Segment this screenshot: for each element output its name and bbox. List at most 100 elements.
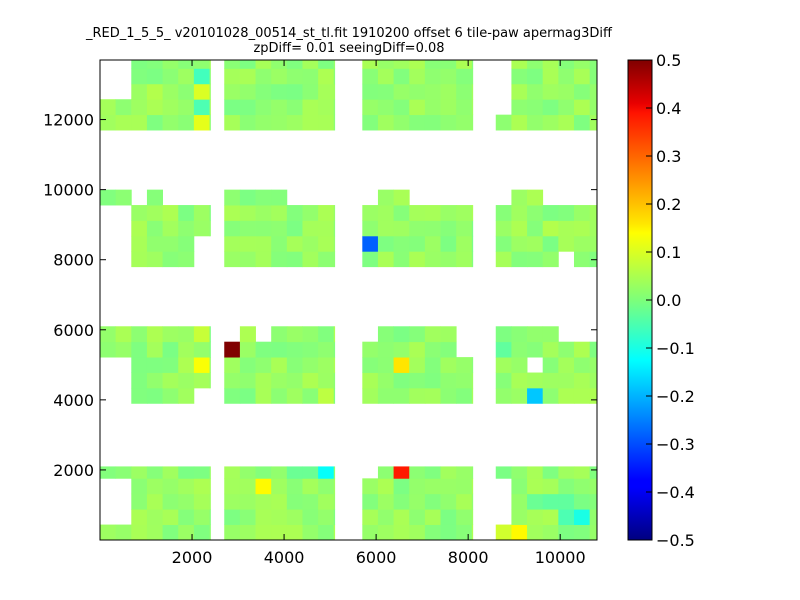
heatmap-cell [393,83,410,100]
heatmap-cell [589,387,598,404]
heatmap-cell [333,114,336,131]
heatmap-cell [224,509,241,525]
heatmap-cell [193,341,210,358]
heatmap-cell [224,478,241,495]
heatmap-cell [209,60,211,69]
heatmap-cell [286,83,303,100]
heatmap-cell [131,524,148,541]
heatmap-cell [286,220,303,237]
colorbar-tick-label: 0.2 [656,195,681,214]
heatmap-cell [302,99,319,116]
heatmap-cell [377,114,394,131]
heatmap-cell [146,372,163,389]
heatmap-cell [393,493,410,510]
colorbar-tick-label: −0.4 [656,483,695,502]
heatmap-cell [409,478,426,495]
heatmap-cell [178,493,195,510]
heatmap-cell [178,466,195,479]
heatmap-cell [471,205,474,221]
heatmap-cell [224,251,241,268]
heatmap-cell [424,387,441,404]
heatmap-cell [162,387,179,404]
heatmap-cell [377,189,394,206]
heatmap-cell [302,83,319,100]
heatmap-cell [271,478,288,495]
heatmap-cell [131,326,148,343]
heatmap-cell [193,493,210,510]
heatmap-cell [224,341,241,358]
heatmap-cell [286,341,303,358]
heatmap-cell [589,357,598,373]
heatmap-cell [393,99,410,116]
heatmap-cell [558,493,575,510]
heatmap-cell [239,493,256,510]
heatmap-cell [362,251,379,268]
heatmap-cell [471,357,474,373]
heatmap-cell [393,372,410,389]
heatmap-cell [178,357,195,373]
heatmap-cell [558,387,575,404]
heatmap-cell [318,387,335,404]
heatmap-cell [318,205,335,221]
heatmap-cell [542,478,559,495]
heatmap-cell [511,357,528,373]
heatmap-cell [527,189,544,206]
heatmap-cell [527,493,544,510]
heatmap-cell [224,83,241,100]
plot-frame [99,59,598,541]
heatmap-cell [239,235,256,252]
heatmap-cell [131,372,148,389]
heatmap-cell [271,235,288,252]
heatmap-cell [456,493,473,510]
x-axis: 2000 4000 6000 8000 10000 [172,60,586,567]
heatmap-cell [224,205,241,221]
heatmap-cell [146,478,163,495]
heatmap-cell [255,189,272,206]
heatmap-cell [495,251,512,268]
heatmap-cell [527,83,544,100]
heatmap-cell [393,251,410,268]
heatmap-cell [409,493,426,510]
heatmap-cell [393,341,410,358]
heatmap-cell [333,509,336,525]
heatmap-cell [255,220,272,237]
heatmap-cell [193,205,210,221]
heatmap-cell [558,509,575,525]
heatmap-cell [542,372,559,389]
heatmap-cell [456,357,473,373]
heatmap-cell [542,493,559,510]
heatmap-cell [162,220,179,237]
heatmap-cell [255,357,272,373]
heatmap-cell [440,114,457,131]
heatmap-cell [527,99,544,116]
heatmap-cell [318,114,335,131]
heatmap-cell [115,326,132,343]
heatmap-cell [393,205,410,221]
heatmap-cell [573,68,591,85]
y-tick-label: 10000 [43,181,94,200]
heatmap-cell [558,99,575,116]
heatmap-cell [209,220,211,237]
heatmap-cell [302,341,319,358]
heatmap-cell [542,99,559,116]
heatmap-cell [558,466,575,479]
heatmap-cell [209,372,211,389]
heatmap-cell [589,220,598,237]
heatmap-cell [440,509,457,525]
heatmap-cell [377,235,394,252]
heatmap-cell [377,83,394,100]
heatmap-cell [333,326,336,343]
heatmap-cell [542,114,559,131]
heatmap-cell [131,341,148,358]
heatmap-cell [255,509,272,525]
heatmap-cell [193,509,210,525]
heatmap-cell [589,493,598,510]
heatmap-cell [193,220,210,237]
heatmap-cell [424,83,441,100]
heatmap-cell [424,205,441,221]
heatmap-cell [318,99,335,116]
heatmap-cell [146,466,163,479]
heatmap-cell [409,326,426,343]
heatmap-cell [440,524,457,541]
heatmap-cell [542,60,559,69]
